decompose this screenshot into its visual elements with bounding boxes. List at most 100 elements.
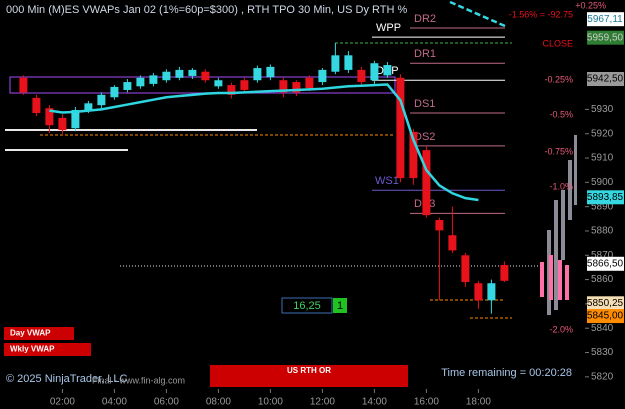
price-marker [587, 30, 624, 45]
pivot-label: WPP [376, 22, 401, 34]
candle-body [500, 265, 509, 281]
candle-body [71, 110, 80, 129]
profile-bar [549, 255, 553, 300]
profile-bar [574, 135, 577, 205]
y-tick-label: 5820 [591, 371, 614, 382]
percent-label: -0.25% [544, 74, 573, 84]
button[interactable] [4, 343, 91, 356]
candle-body [19, 77, 28, 93]
x-tick-label: 06:00 [154, 397, 179, 408]
candle-body [487, 283, 496, 301]
profile-bars [540, 135, 577, 315]
change-label: -1.56% = -92.75 [509, 9, 573, 19]
candle-body [383, 65, 392, 76]
counter-box [281, 297, 333, 314]
price-marker [587, 256, 624, 271]
profile-bar [554, 200, 558, 310]
x-tick-label: 12:00 [310, 397, 335, 408]
x-tick-label: 04:00 [102, 397, 127, 408]
profile-bar [558, 260, 562, 300]
candle-body [370, 63, 379, 81]
price-marker-label: 5866,50 [587, 258, 624, 269]
button[interactable] [4, 327, 74, 340]
candle-body [253, 68, 262, 81]
y-tick-label: 5920 [591, 128, 614, 139]
weekly-vwap-line [449, 0, 506, 28]
y-tick-label: 5870 [591, 250, 614, 261]
chart-title: 000 Min (M)ES VWAPs Jan 02 (1%=60p=$300)… [6, 4, 407, 16]
candle-body [396, 77, 405, 179]
button-label[interactable]: Day VWAP [10, 329, 51, 338]
candle-body [149, 75, 158, 84]
candle-body [84, 103, 93, 111]
candle-body [227, 85, 236, 95]
candle-body [58, 117, 67, 131]
price-marker [587, 309, 624, 324]
candle-body [331, 55, 340, 72]
price-marker-label: 5942,50 [587, 74, 624, 85]
button[interactable] [210, 365, 408, 387]
percent-label: -2.0% [549, 324, 573, 334]
price-marker [587, 296, 624, 311]
candle-body [461, 255, 470, 283]
x-tick-label: 14:00 [362, 397, 387, 408]
timer: Time remaining = 00:20:28 [441, 367, 572, 379]
pivot-label: DS1 [414, 98, 435, 110]
vendor: Final - www.fin-alg.com [92, 375, 185, 385]
candle-body [32, 97, 41, 114]
price-marker [587, 12, 624, 27]
x-tick-label: 02:00 [50, 397, 75, 408]
candle-body [422, 150, 431, 216]
candle-body [318, 69, 327, 83]
candle-body [162, 71, 171, 81]
candle-body [214, 80, 223, 87]
candle-body [188, 69, 197, 76]
price-marker-label: 5967,11 [587, 14, 623, 25]
y-tick-label: 5860 [591, 274, 614, 285]
candle-body [409, 131, 418, 179]
y-tick-label: 5910 [591, 153, 614, 164]
button-label[interactable]: US RTH OR [287, 366, 331, 375]
candle-body [305, 77, 314, 89]
price-marker-label: 5845,00 [587, 311, 624, 322]
pivot-label: DR1 [414, 48, 436, 60]
percent-label: -0.75% [544, 146, 573, 156]
pivot-label: DR2 [414, 13, 436, 25]
candle-body [45, 108, 54, 126]
y-tick-label: 5840 [591, 323, 614, 334]
counter-count-box [333, 298, 347, 313]
percent-label: +0.25% [575, 0, 606, 10]
candle-body [266, 66, 275, 78]
price-marker-label: 5893,85 [587, 192, 624, 203]
candle-body [110, 86, 119, 98]
candle-body [136, 77, 145, 87]
profile-bar [568, 160, 572, 220]
close-label: CLOSE [542, 38, 573, 48]
pivot-label: DS2 [414, 131, 435, 143]
profile-bar [540, 262, 544, 297]
percent-label: -1.0% [549, 181, 573, 191]
y-tick-label: 5830 [591, 347, 614, 358]
candle-body [279, 80, 288, 93]
y-tick-label: 5890 [591, 201, 614, 212]
price-marker [587, 190, 624, 205]
x-tick-label: 10:00 [258, 397, 283, 408]
price-marker [587, 72, 624, 87]
y-tick-label: 5930 [591, 104, 614, 115]
candle-body [123, 82, 132, 90]
y-tick-label: 5900 [591, 177, 614, 188]
percent-label: -0.5% [549, 109, 573, 119]
x-tick-label: 16:00 [414, 397, 439, 408]
candle-body [435, 220, 444, 231]
profile-bar [565, 265, 569, 300]
candle-body [344, 55, 353, 70]
profile-bar [561, 190, 565, 260]
candle-body [175, 69, 184, 78]
counter-text: 16,25 [293, 300, 321, 312]
candle-body [292, 82, 301, 93]
candle-body [357, 69, 366, 83]
price-marker-label: 5959,50 [587, 32, 624, 43]
button-label[interactable]: Wkly VWAP [10, 345, 55, 354]
